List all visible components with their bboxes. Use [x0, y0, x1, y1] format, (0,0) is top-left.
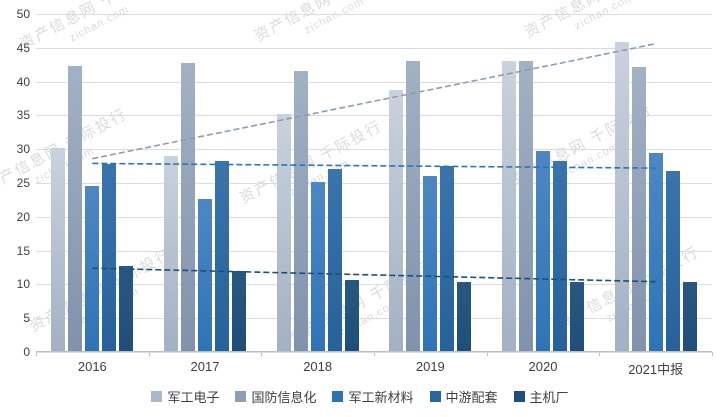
legend-label: 军工电子: [167, 390, 220, 405]
bar-group-2019: [374, 14, 487, 352]
x-tick-label: 2021中报: [628, 362, 684, 377]
bar-defense-informatization: [519, 61, 534, 352]
bar-oem-plants: [682, 282, 697, 352]
legend-swatch: [513, 391, 525, 402]
plot-area: [36, 14, 712, 353]
gridline: [36, 183, 712, 184]
x-axis-tick: [712, 352, 713, 356]
x-tick-label: 2016: [77, 359, 107, 374]
bar-military-new-materials: [648, 153, 663, 352]
legend-label: 国防信息化: [251, 390, 317, 405]
bar-group-2020: [487, 14, 600, 352]
bar-military-electronics: [502, 61, 517, 352]
gridline: [36, 318, 712, 320]
bar-defense-informatization: [631, 66, 646, 352]
gridline: [36, 284, 712, 286]
x-tick-label: 2017: [190, 359, 220, 374]
y-tick-label: 45: [16, 40, 30, 55]
x-tick-label: 2019: [415, 359, 445, 374]
legend: 军工电子 国防信息化 军工新材料 中游配套 主机厂: [0, 387, 720, 406]
bar-military-new-materials: [423, 175, 438, 352]
x-axis-tick: [261, 352, 263, 356]
bar-midstream-supporting: [327, 169, 342, 352]
y-tick-label: 20: [16, 209, 30, 224]
legend-item-defense-informatization: 国防信息化: [235, 387, 316, 406]
bar-oem-plants: [457, 281, 472, 352]
legend-swatch: [235, 391, 247, 402]
bar-military-new-materials: [536, 151, 551, 352]
y-tick-label: 30: [16, 142, 30, 157]
y-tick-label: 40: [16, 74, 30, 89]
bar-military-electronics: [389, 90, 404, 352]
x-tick-label: 2020: [528, 359, 558, 374]
x-axis-tick: [374, 352, 375, 356]
bar-midstream-supporting: [553, 161, 568, 352]
y-tick-label: 15: [16, 243, 30, 258]
bar-midstream-supporting: [215, 161, 229, 352]
legend-label: 主机厂: [529, 390, 569, 405]
bar-military-new-materials: [85, 185, 100, 352]
bar-group-2018: [261, 14, 374, 352]
legend-item-military-electronics: 军工电子: [151, 387, 219, 406]
bar-oem-plants: [119, 266, 134, 352]
x-axis-tick: [486, 352, 488, 356]
bar-oem-plants: [344, 280, 359, 352]
legend-label: 军工新材料: [348, 390, 414, 405]
bar-defense-informatization: [181, 62, 195, 352]
bar-military-electronics: [614, 41, 629, 352]
legend-item-midstream-supporting: 中游配套: [429, 387, 498, 406]
bar-midstream-supporting: [440, 166, 455, 352]
bar-military-electronics: [276, 114, 291, 352]
x-axis-line: [36, 351, 712, 352]
y-tick-label: 35: [16, 108, 30, 123]
bar-military-electronics: [164, 155, 178, 352]
bar-oem-plants: [570, 282, 585, 352]
legend-swatch: [429, 391, 441, 402]
bar-midstream-supporting: [102, 164, 117, 352]
bar-military-new-materials: [198, 199, 212, 352]
x-axis-tick: [148, 352, 150, 356]
legend-item-military-new-materials: 军工新材料: [332, 387, 414, 406]
bar-military-new-materials: [310, 182, 325, 352]
x-axis-tick: [36, 352, 37, 356]
bar-group-2017: [149, 14, 262, 352]
bar-groups: [36, 14, 712, 352]
y-tick-label: 25: [16, 176, 30, 190]
legend-swatch: [151, 391, 163, 402]
bar-defense-informatization: [68, 66, 83, 352]
gridline: [36, 250, 712, 252]
gridline: [36, 216, 712, 218]
bar-group-2016: [36, 14, 149, 352]
legend-label: 中游配套: [445, 390, 498, 405]
x-tick-label: 2018: [303, 359, 333, 374]
legend-item-oem-plants: 主机厂: [513, 387, 569, 406]
gridline: [36, 352, 712, 353]
legend-swatch: [332, 391, 344, 402]
y-tick-label: 10: [16, 277, 30, 292]
bar-defense-informatization: [406, 61, 421, 352]
y-tick-label: 0: [23, 345, 30, 359]
bar-group-2021中报: [599, 14, 712, 352]
bar-defense-informatization: [293, 71, 308, 352]
bar-midstream-supporting: [665, 170, 680, 352]
x-axis-tick: [599, 352, 601, 356]
bar-military-electronics: [51, 147, 66, 352]
y-tick-label: 5: [23, 311, 30, 326]
y-tick-label: 50: [16, 7, 30, 21]
gridline: [36, 14, 712, 15]
bar-oem-plants: [232, 270, 246, 352]
